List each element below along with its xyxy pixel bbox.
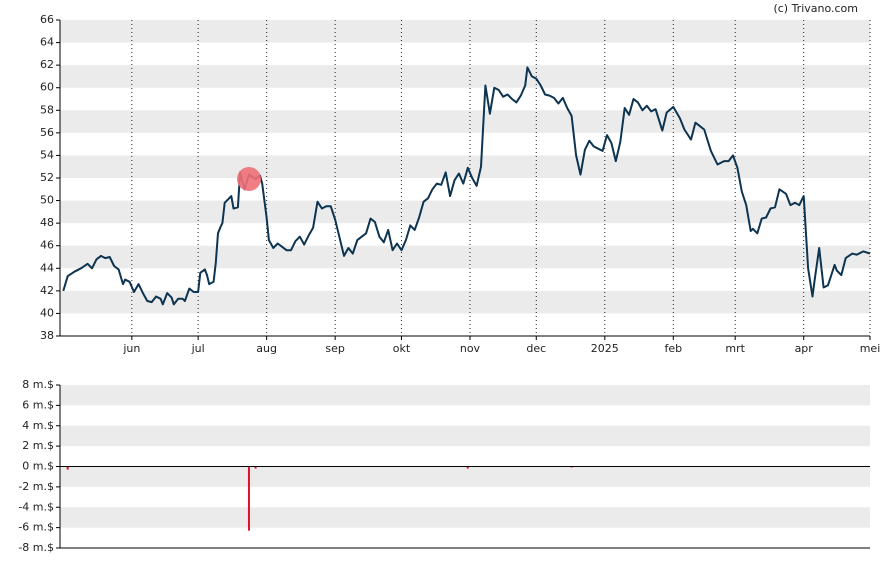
x-tick-label: okt xyxy=(393,342,411,355)
price-line xyxy=(62,66,871,306)
bg-layer xyxy=(60,20,870,528)
grid-layer xyxy=(131,20,871,336)
grid-band xyxy=(60,245,870,269)
y-tick-label: 64 xyxy=(40,36,54,49)
grid-band xyxy=(60,65,870,88)
y-tick-label: 8 m.$ xyxy=(22,378,54,391)
highlight-marker xyxy=(237,167,261,191)
grid-band xyxy=(60,110,870,133)
y-tick-label: 58 xyxy=(40,103,54,116)
grid-band xyxy=(60,20,870,43)
y-tick-label: 62 xyxy=(40,58,54,71)
x-tick-label: nov xyxy=(460,342,481,355)
x-tick-label: apr xyxy=(795,342,814,355)
y-tick-label: 38 xyxy=(40,329,54,342)
volume-bar xyxy=(247,466,250,531)
grid-band xyxy=(60,425,870,447)
y-tick-label: 6 m.$ xyxy=(22,398,54,411)
y-tick-label: 42 xyxy=(40,284,54,297)
y-tick-label: 56 xyxy=(40,126,54,139)
y-tick-label: 50 xyxy=(40,194,54,207)
volume-bar xyxy=(570,466,573,468)
x-tick-label: jun xyxy=(122,342,140,355)
y-tick-label: 54 xyxy=(40,148,54,161)
y-tick-label: -6 m.$ xyxy=(18,521,54,534)
x-tick-label: 2025 xyxy=(591,342,619,355)
watermark: (c) Trivano.com xyxy=(773,2,858,15)
grid-band xyxy=(60,155,870,178)
y-tick-label: 46 xyxy=(40,239,54,252)
volume-bar xyxy=(254,466,257,469)
axes-layer: 38 40 42 44 46 48 50 52 54 56 58 60 62 64 66 jun jul aug s… xyxy=(18,13,880,554)
y-tick-label: 60 xyxy=(40,81,54,94)
grid-band xyxy=(60,466,870,487)
y-tick-label: 0 m.$ xyxy=(22,460,54,473)
x-tick-label: aug xyxy=(256,342,277,355)
x-tick-label: feb xyxy=(664,342,682,355)
volume-bar xyxy=(66,466,69,470)
x-tick-label: mei xyxy=(860,342,881,355)
y-tick-label: 40 xyxy=(40,306,54,319)
y-tick-label: 52 xyxy=(40,171,54,184)
y-tick-label: 2 m.$ xyxy=(22,439,54,452)
y-tick-label: -8 m.$ xyxy=(18,541,54,554)
y-tick-label: 44 xyxy=(40,261,54,274)
volume-bar xyxy=(466,466,469,469)
y-tick-label: 48 xyxy=(40,216,54,229)
y-tick-label: -2 m.$ xyxy=(18,480,54,493)
x-tick-label: mrt xyxy=(725,342,745,355)
x-tick-label: jul xyxy=(191,342,205,355)
grid-band xyxy=(60,385,870,406)
marks-layer xyxy=(62,66,871,531)
y-tick-label: 66 xyxy=(40,13,54,26)
y-tick-label: 4 m.$ xyxy=(22,419,54,432)
grid-band xyxy=(60,200,870,224)
grid-band xyxy=(60,507,870,528)
x-tick-label: dec xyxy=(526,342,546,355)
y-tick-label: -4 m.$ xyxy=(18,500,54,513)
x-tick-label: sep xyxy=(325,342,344,355)
grid-band xyxy=(60,290,870,314)
